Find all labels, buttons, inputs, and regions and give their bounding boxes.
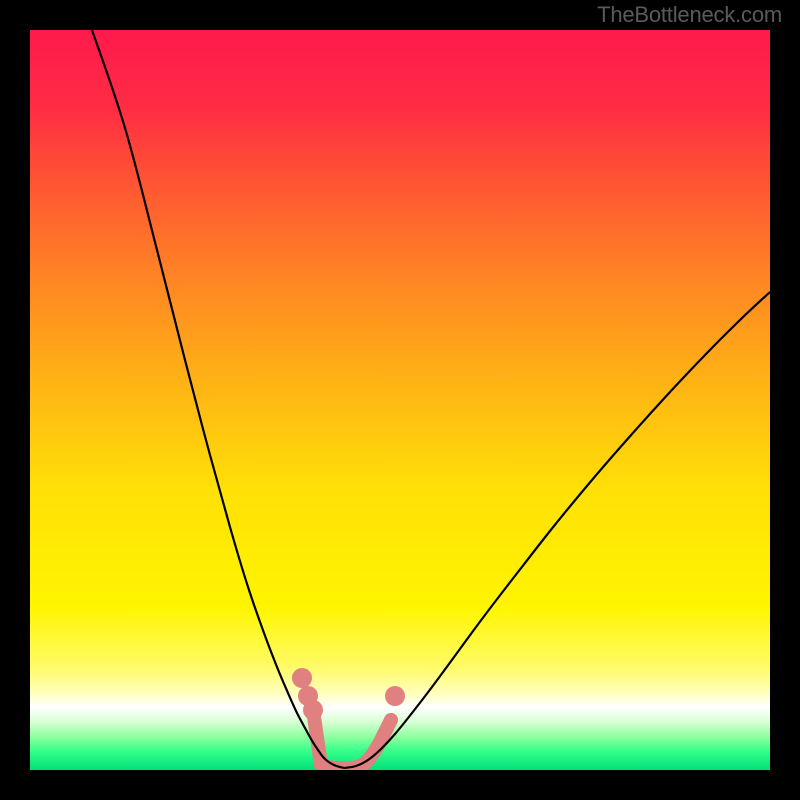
frame-left: [0, 0, 30, 800]
frame-bottom: [0, 770, 800, 800]
curve-right-branch: [344, 292, 770, 768]
frame-right: [770, 0, 800, 800]
valley-right-top-dot: [385, 686, 405, 706]
watermark-text: TheBottleneck.com: [597, 2, 782, 28]
curve-left-branch: [92, 30, 344, 768]
valley-left-dot-0: [292, 668, 312, 688]
valley-left-connector: [313, 710, 321, 765]
plot-svg: [30, 30, 770, 770]
plot-area: [30, 30, 770, 770]
valley-right-end-cap: [384, 713, 398, 727]
